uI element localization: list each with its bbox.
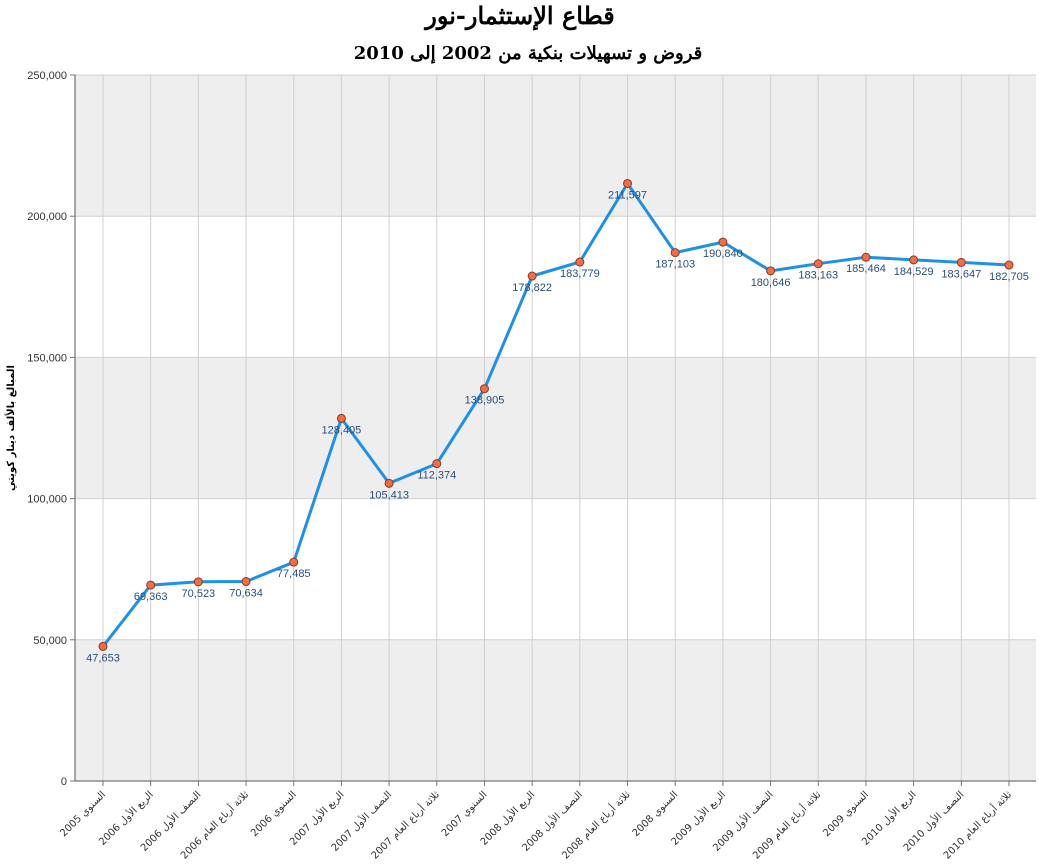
data-label: 77,485 (277, 568, 311, 580)
x-tick-label: السنوي 2007 (440, 789, 490, 839)
y-tick-label: 0 (61, 776, 67, 788)
data-label: 183,779 (560, 268, 600, 280)
data-point (527, 271, 537, 281)
x-tick-label: السنوي 2006 (249, 789, 299, 839)
data-label: 180,646 (751, 277, 791, 289)
data-point (575, 257, 585, 267)
data-point (479, 384, 489, 394)
data-label: 178,822 (512, 282, 552, 294)
gridlines (75, 74, 1036, 782)
plot-band (75, 639, 1036, 781)
y-tick-label: 250,000 (27, 70, 67, 82)
chart-subtitle: قروض و تسهيلات بنكية من 2002 إلى 2010 (354, 43, 703, 64)
y-tick-label: 50,000 (33, 635, 67, 647)
data-point (384, 478, 394, 488)
data-point (193, 577, 203, 587)
data-label: 182,705 (989, 271, 1029, 283)
plot-background (75, 75, 1036, 781)
data-label: 70,634 (229, 588, 263, 600)
data-point (861, 252, 871, 262)
plot-band (75, 357, 1036, 499)
data-point (241, 577, 251, 587)
data-label: 138,905 (465, 395, 505, 407)
y-tick-label: 150,000 (27, 352, 67, 364)
data-point (432, 459, 442, 469)
plot-band (75, 75, 1036, 217)
plot-band (75, 216, 1036, 358)
x-tick-label: السنوي 2005 (58, 789, 108, 839)
data-label: 187,103 (655, 259, 695, 271)
data-point (1004, 260, 1014, 270)
data-point (289, 557, 299, 567)
data-label: 47,653 (86, 652, 120, 664)
data-point (623, 178, 633, 188)
data-label: 112,374 (417, 470, 456, 482)
x-tick-label: السنوي 2009 (821, 789, 871, 839)
data-point (909, 255, 919, 265)
series-line (101, 182, 1010, 648)
data-label: 183,163 (798, 270, 838, 282)
y-axis-ticks: 0 50,000 100,000 150,000 200,000 250,000 (27, 70, 75, 788)
x-tick-label: السنوي 2008 (631, 789, 681, 839)
y-tick-label: 100,000 (27, 494, 67, 506)
data-label: 190,840 (703, 248, 743, 260)
data-label: 70,523 (182, 588, 216, 600)
data-label: 184,529 (894, 266, 934, 278)
y-tick-label: 200,000 (27, 211, 67, 223)
data-point (766, 266, 776, 276)
data-label: 211,597 (608, 189, 647, 201)
data-point (98, 641, 108, 651)
data-point (956, 257, 966, 267)
axes (74, 75, 1036, 782)
data-point (718, 237, 728, 247)
chart-title: قطاع الإستثمار-نور (423, 1, 615, 31)
data-label: 183,647 (941, 268, 981, 280)
plot-band (75, 498, 1036, 640)
data-point (670, 248, 680, 258)
data-label: 105,413 (369, 489, 409, 501)
data-point (813, 259, 823, 269)
data-labels: 47,653 69,363 70,523 70,634 77,485 128,405 105… (86, 189, 1029, 664)
data-point (146, 580, 156, 590)
data-label: 69,363 (134, 591, 168, 603)
series (98, 178, 1014, 651)
y-axis-label: المبالغ بالألف دينار كويتي (4, 365, 17, 491)
data-point (336, 413, 346, 423)
data-label: 185,464 (846, 263, 886, 275)
data-label: 128,405 (322, 424, 362, 436)
